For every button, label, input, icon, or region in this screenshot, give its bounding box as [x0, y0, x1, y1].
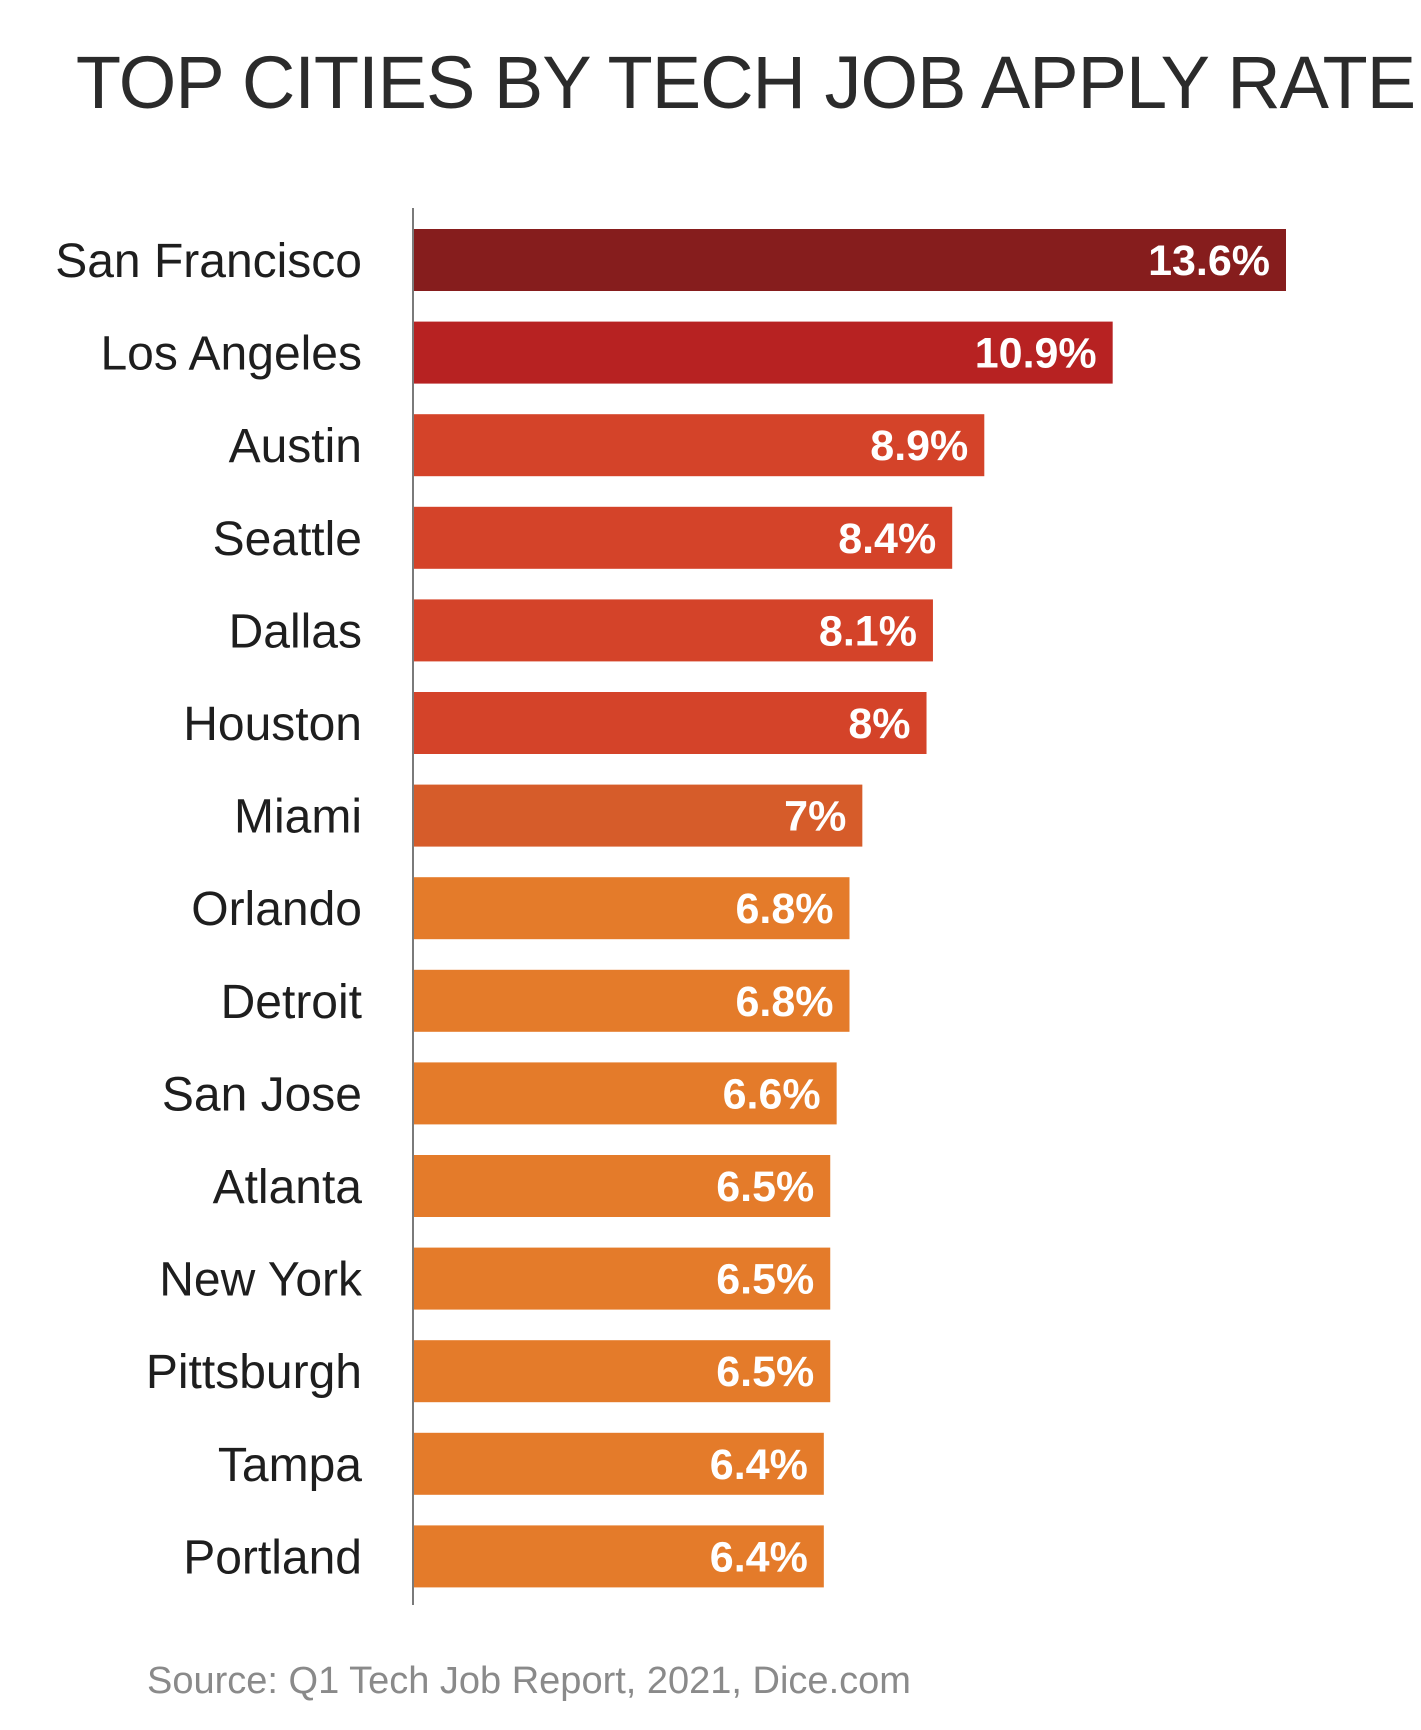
bar-houston — [413, 692, 927, 754]
category-label-new-york: New York — [159, 1254, 363, 1307]
category-label-los-angeles: Los Angeles — [100, 328, 362, 381]
source-note: Source: Q1 Tech Job Report, 2021, Dice.c… — [147, 1660, 911, 1702]
bar-orlando — [413, 877, 850, 940]
category-label-atlanta: Atlanta — [213, 1161, 363, 1214]
category-label-houston: Houston — [183, 698, 362, 751]
category-labels-layer: San Francisco Los Angeles Austin Seattle Dal… — [55, 235, 363, 1584]
value-label-miami: 7% — [784, 793, 846, 841]
value-label-dallas: 8.1% — [819, 607, 917, 655]
value-label-los-angeles: 10.9% — [975, 330, 1097, 378]
bars-layer — [413, 229, 1286, 1588]
value-label-pittsburgh: 6.5% — [716, 1348, 814, 1396]
bar-tampa — [413, 1432, 824, 1495]
value-label-orlando: 6.8% — [735, 885, 833, 933]
bar-new-york — [413, 1247, 831, 1310]
bar-miami — [413, 784, 863, 847]
bar-los-angeles — [413, 321, 1113, 384]
bar-detroit — [413, 969, 850, 1032]
bar-dallas — [413, 599, 933, 662]
bar-atlanta — [413, 1155, 831, 1217]
value-label-san-francisco: 13.6% — [1148, 237, 1270, 285]
category-label-seattle: Seattle — [213, 513, 362, 566]
bar-austin — [413, 414, 985, 477]
bar-san-francisco — [413, 229, 1286, 291]
category-label-pittsburgh: Pittsburgh — [146, 1346, 362, 1399]
value-label-san-jose: 6.6% — [723, 1070, 821, 1118]
value-label-seattle: 8.4% — [838, 515, 936, 563]
value-label-detroit: 6.8% — [735, 978, 833, 1026]
category-label-austin: Austin — [229, 420, 362, 473]
category-label-dallas: Dallas — [229, 605, 362, 658]
category-label-portland: Portland — [183, 1531, 362, 1584]
value-label-new-york: 6.5% — [716, 1256, 814, 1304]
category-label-san-francisco: San Francisco — [55, 235, 362, 288]
category-label-miami: Miami — [234, 791, 362, 844]
category-label-orlando: Orlando — [191, 883, 362, 936]
bar-portland — [413, 1525, 824, 1588]
bar-pittsburgh — [413, 1340, 831, 1403]
category-label-tampa: Tampa — [218, 1439, 362, 1492]
chart-title: TOP CITIES BY TECH JOB APPLY RATE — [75, 41, 1416, 124]
value-label-houston: 8% — [848, 700, 910, 748]
bar-seattle — [413, 506, 953, 569]
value-label-austin: 8.9% — [870, 422, 968, 470]
value-label-portland: 6.4% — [710, 1533, 808, 1581]
category-label-san-jose: San Jose — [162, 1068, 362, 1121]
bar-san-jose — [413, 1062, 837, 1125]
value-label-tampa: 6.4% — [710, 1441, 808, 1489]
value-label-atlanta: 6.5% — [716, 1163, 814, 1211]
value-labels-layer: 13.6% 10.9%8.9% 8.4% 8.1% 8%7% 6.8% 6.8% 6.6% 6.… — [710, 237, 1270, 1581]
category-label-detroit: Detroit — [221, 976, 362, 1029]
